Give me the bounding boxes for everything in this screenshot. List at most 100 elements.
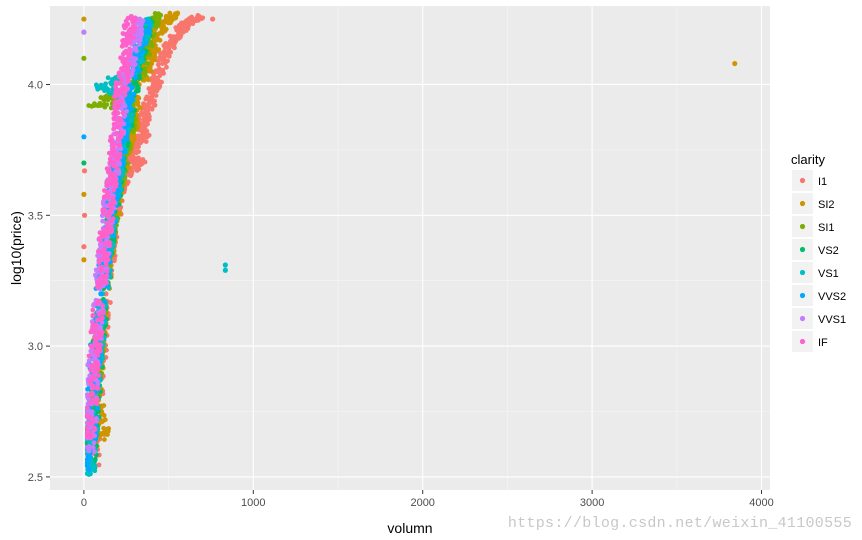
data-point-I1 <box>153 93 159 98</box>
data-point-SI1 <box>105 95 111 100</box>
data-point-VVS1 <box>94 416 99 421</box>
x-axis-ticks: 0 1000 2000 3000 4000 <box>81 490 774 509</box>
x-axis-title: volumn <box>387 520 432 536</box>
data-point-VS1 <box>222 262 228 268</box>
data-point-I1 <box>96 462 102 468</box>
data-point-I1 <box>157 50 163 56</box>
data-point-VVS1 <box>92 449 97 455</box>
data-point-VS1 <box>106 90 112 96</box>
data-point-VVS2 <box>85 386 90 392</box>
data-point-IF <box>104 280 110 286</box>
data-point-IF <box>110 216 116 222</box>
data-point-IF <box>104 269 110 275</box>
data-point-I1 <box>156 66 162 72</box>
legend-label-IF: IF <box>818 337 828 349</box>
data-point-VVS2 <box>81 134 87 140</box>
data-point-IF <box>109 228 115 234</box>
data-point-IF <box>93 400 99 406</box>
data-point-I1 <box>161 71 166 76</box>
data-point-I1 <box>161 48 167 54</box>
data-point-SI2 <box>153 49 159 55</box>
data-point-I1 <box>157 73 163 79</box>
data-point-SI1 <box>155 11 162 17</box>
data-point-IF <box>104 166 110 172</box>
data-point-IF <box>105 257 111 263</box>
data-point-IF <box>122 66 127 72</box>
data-point-IF <box>125 75 131 81</box>
data-point-SI2 <box>169 17 175 23</box>
data-point-IF <box>117 123 123 129</box>
data-point-IF <box>101 255 107 261</box>
y-tick-label: 3.0 <box>28 341 43 353</box>
data-point-IF <box>100 209 106 215</box>
legend: clarity I1 SI2 SI1 VS2 VS1 VVS2 VVS1 IF <box>791 152 846 352</box>
data-point-SI2 <box>102 417 108 423</box>
legend-key-IF <box>799 338 806 345</box>
data-point-VVS2 <box>102 299 108 305</box>
data-point-I1 <box>127 172 133 178</box>
data-point-SI1 <box>102 97 107 103</box>
data-point-VVS1 <box>86 448 92 454</box>
data-point-IF <box>125 34 131 40</box>
data-point-IF <box>94 284 100 290</box>
data-point-IF <box>108 170 114 176</box>
data-point-IF <box>116 70 122 76</box>
data-point-SI1 <box>131 128 136 134</box>
data-point-VVS2 <box>131 91 137 97</box>
data-point-I1 <box>135 149 140 154</box>
data-point-IF <box>111 163 117 169</box>
data-point-IF <box>91 375 97 381</box>
data-point-VVS1 <box>86 444 92 449</box>
data-point-IF <box>101 246 107 252</box>
data-point-IF <box>111 199 117 204</box>
data-point-SI2 <box>732 60 738 67</box>
data-point-I1 <box>180 24 186 30</box>
data-point-SI1 <box>142 66 148 71</box>
legend-label-SI1: SI1 <box>818 222 835 234</box>
data-point-IF <box>100 303 106 308</box>
data-point-IF <box>90 307 96 313</box>
data-point-VVS1 <box>97 242 103 247</box>
data-point-I1 <box>154 76 160 82</box>
data-point-IF <box>94 396 100 402</box>
data-point-IF <box>117 142 123 148</box>
data-point-VVS1 <box>121 114 127 119</box>
data-point-VVS1 <box>139 31 145 37</box>
data-point-SI2 <box>102 437 107 442</box>
data-point-IF <box>96 330 102 336</box>
data-point-VVS2 <box>110 233 116 239</box>
x-tick-label: 0 <box>81 497 87 509</box>
data-point-IF <box>130 24 136 29</box>
legend-key-SI1 <box>799 223 806 230</box>
data-point-SI2 <box>149 61 155 67</box>
data-point-I1 <box>149 106 155 112</box>
data-point-VVS1 <box>100 201 106 206</box>
data-point-SI2 <box>163 13 169 19</box>
data-point-SI2 <box>135 122 141 128</box>
data-point-SI1 <box>143 60 149 66</box>
data-point-IF <box>96 257 102 263</box>
data-point-IF <box>111 115 117 121</box>
data-point-VS2 <box>81 160 87 166</box>
data-point-VS1 <box>105 75 111 81</box>
data-point-IF <box>123 48 129 54</box>
data-point-VVS1 <box>137 16 143 22</box>
data-point-VS1 <box>103 81 109 87</box>
data-point-SI2 <box>101 429 107 436</box>
data-point-VS1 <box>222 267 228 273</box>
data-point-IF <box>115 118 121 124</box>
legend-label-I1: I1 <box>818 176 827 188</box>
data-point-I1 <box>186 19 192 25</box>
data-point-IF <box>123 18 129 24</box>
data-point-SI2 <box>162 27 168 32</box>
data-point-IF <box>98 280 104 286</box>
data-point-IF <box>105 231 110 237</box>
data-point-SI2 <box>81 191 87 197</box>
data-point-IF <box>107 160 113 166</box>
data-point-I1 <box>156 85 162 91</box>
data-point-IF <box>94 317 101 323</box>
data-point-I1 <box>143 139 149 144</box>
data-point-SI1 <box>98 103 103 108</box>
data-point-IF <box>113 131 119 137</box>
data-point-IF <box>108 177 114 183</box>
